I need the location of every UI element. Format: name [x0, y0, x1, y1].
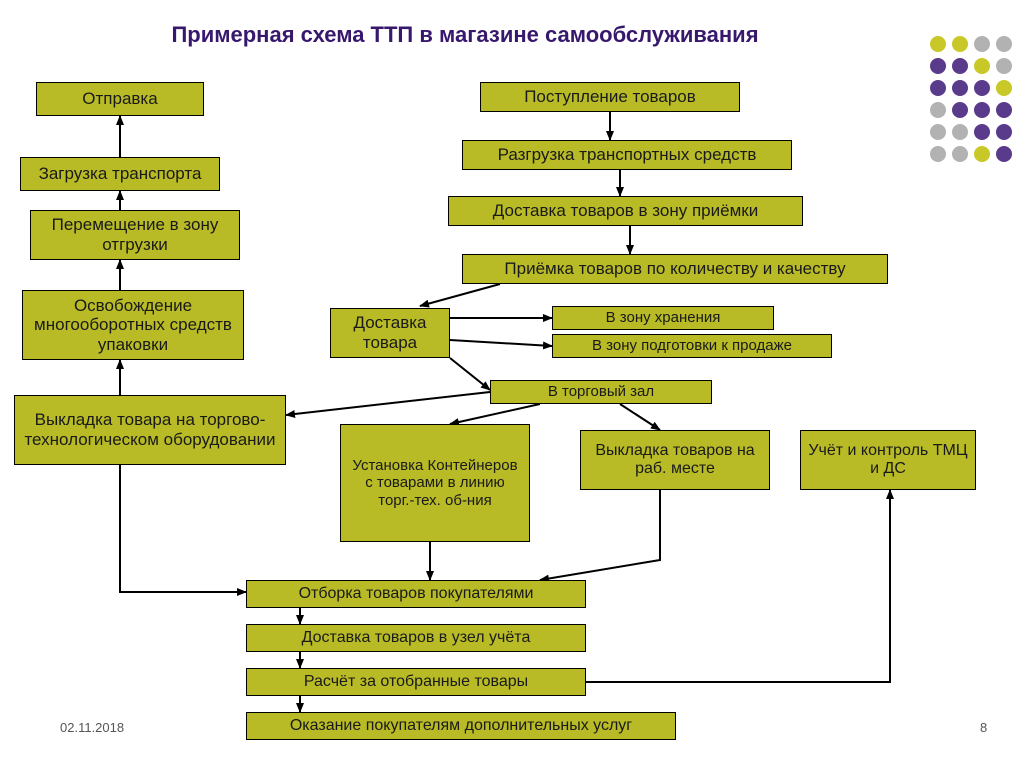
footer-page-number: 8: [980, 720, 987, 735]
decor-dot: [974, 102, 990, 118]
decor-dot: [974, 124, 990, 140]
footer-date: 02.11.2018: [60, 720, 124, 735]
decor-dot: [996, 36, 1012, 52]
decor-dot: [974, 80, 990, 96]
decor-dot: [974, 58, 990, 74]
decor-dot: [930, 80, 946, 96]
flow-node-n6: Поступление товаров: [480, 82, 740, 112]
decor-dot: [930, 36, 946, 52]
decor-dot: [952, 36, 968, 52]
flow-node-n5: Выкладка товара на торгово-технологическ…: [14, 395, 286, 465]
edge-n10-n12: [450, 340, 552, 346]
flow-node-n10: Доставка товара: [330, 308, 450, 358]
decor-dot: [930, 58, 946, 74]
edge-n19-n16: [586, 490, 890, 682]
edge-n13-n15: [620, 404, 660, 430]
flow-node-n4: Освобождение многооборотных средств упак…: [22, 290, 244, 360]
flow-node-n1: Отправка: [36, 82, 204, 116]
decor-dot: [930, 146, 946, 162]
decor-dot: [996, 58, 1012, 74]
decor-dot: [996, 146, 1012, 162]
edge-n15-n17: [540, 490, 660, 580]
decor-dot: [952, 80, 968, 96]
flow-node-n14: Установка Контейнеров с товарами в линию…: [340, 424, 530, 542]
flow-node-n8: Доставка товаров в зону приёмки: [448, 196, 803, 226]
decor-dot: [952, 146, 968, 162]
decor-dot: [930, 124, 946, 140]
decor-dot: [974, 36, 990, 52]
page-title: Примерная схема ТТП в магазине самообслу…: [55, 22, 875, 48]
flow-node-n13: В торговый зал: [490, 380, 712, 404]
decor-dot: [952, 58, 968, 74]
flow-node-n12: В зону подготовки к продаже: [552, 334, 832, 358]
flow-node-n18: Доставка товаров в узел учёта: [246, 624, 586, 652]
edge-n5-n17: [120, 465, 246, 592]
decor-dot: [996, 124, 1012, 140]
edge-n10-n13: [450, 358, 490, 390]
flow-node-n17: Отборка товаров покупателями: [246, 580, 586, 608]
flow-node-n11: В зону хранения: [552, 306, 774, 330]
edge-n13-n14: [450, 404, 540, 424]
flow-node-n9: Приёмка товаров по количеству и качеству: [462, 254, 888, 284]
flow-node-n2: Загрузка транспорта: [20, 157, 220, 191]
flow-node-n16: Учёт и контроль ТМЦ и ДС: [800, 430, 976, 490]
flow-node-n19: Расчёт за отобранные товары: [246, 668, 586, 696]
edge-n13-n5: [286, 392, 490, 415]
flow-node-n7: Разгрузка транспортных средств: [462, 140, 792, 170]
decor-dot: [974, 146, 990, 162]
flow-node-n3: Перемещение в зону отгрузки: [30, 210, 240, 260]
decor-dot: [952, 124, 968, 140]
edge-n9-n10: [420, 284, 500, 306]
decor-dot: [996, 102, 1012, 118]
flow-node-n15: Выкладка товаров на раб. месте: [580, 430, 770, 490]
flow-node-n20: Оказание покупателям дополнительных услу…: [246, 712, 676, 740]
decor-dot: [952, 102, 968, 118]
decor-dot: [996, 80, 1012, 96]
decor-dot: [930, 102, 946, 118]
